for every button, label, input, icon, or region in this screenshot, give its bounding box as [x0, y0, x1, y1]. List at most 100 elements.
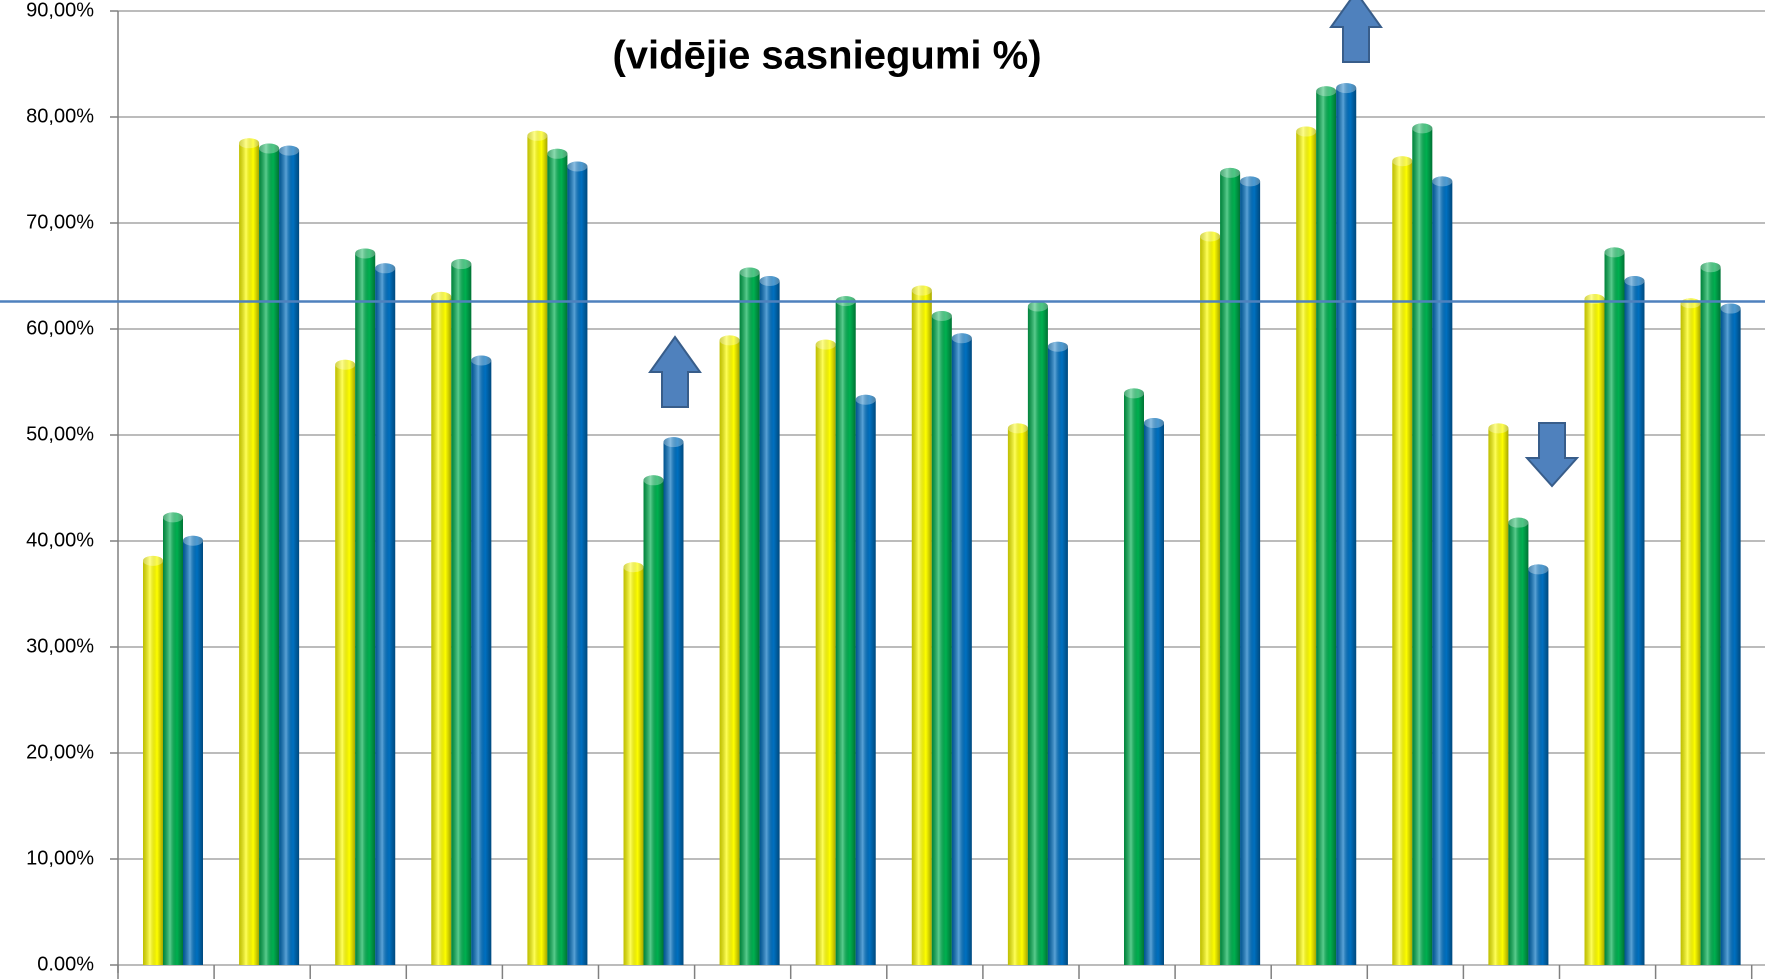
bar-cap — [1047, 341, 1068, 352]
bar-shade — [815, 339, 836, 965]
bar-shade — [643, 475, 664, 965]
bar-cap — [1336, 83, 1357, 94]
y-tick-label: 0.00% — [37, 953, 94, 975]
y-tick-label: 70,00% — [26, 211, 94, 233]
bar-shade — [1604, 247, 1625, 965]
up-arrow — [1329, 0, 1383, 63]
bar-shade — [1432, 176, 1453, 966]
bar-cap — [143, 555, 163, 566]
bar-cap — [355, 248, 376, 259]
bar-shade — [259, 143, 280, 965]
bar-cap — [1144, 418, 1164, 429]
bar-shade — [1027, 301, 1048, 965]
bar-shade — [355, 248, 376, 965]
bar-cap — [1700, 262, 1721, 273]
bar-cap — [911, 285, 932, 296]
bar-shade — [1624, 276, 1645, 965]
bar-cap — [547, 148, 568, 159]
bar-shade — [471, 355, 492, 965]
bar-cap — [451, 259, 472, 270]
bar-cap — [951, 333, 972, 344]
bar-cap — [623, 562, 644, 573]
bar-shade — [451, 259, 472, 965]
bar-cap — [279, 145, 300, 156]
bar-shade — [1047, 341, 1068, 966]
bar-cap — [1007, 423, 1028, 434]
bar-cap — [1027, 301, 1048, 312]
bar-shade — [931, 310, 952, 966]
bar-cap — [567, 161, 588, 172]
bar-cap — [1680, 298, 1701, 309]
bar-cap — [431, 291, 452, 302]
bar-shade — [835, 296, 856, 965]
bar-shade — [1392, 156, 1413, 966]
y-tick-label: 20,00% — [26, 741, 94, 763]
bar-shade — [1200, 231, 1221, 966]
bar-shade — [855, 394, 876, 966]
bar-cap — [1124, 388, 1144, 399]
bar-shade — [1680, 298, 1701, 965]
y-tick-label: 40,00% — [26, 529, 94, 551]
bar-cap — [239, 138, 260, 149]
bar-shade — [239, 138, 260, 965]
bar-shade — [1124, 388, 1144, 965]
bar-shade — [547, 148, 568, 966]
bar-shade — [759, 276, 780, 965]
bar-shade — [279, 145, 300, 965]
down-arrow — [1524, 422, 1580, 488]
bar-cap — [183, 535, 203, 546]
bar-shade — [1007, 423, 1028, 966]
bar-cap — [759, 276, 780, 286]
bar-shade — [163, 512, 183, 965]
up-arrow — [648, 335, 702, 408]
bar-shade — [1508, 517, 1529, 965]
bar-cap — [815, 339, 836, 350]
bar-shade — [1584, 294, 1605, 965]
bar-shade — [335, 359, 356, 965]
bar-shade — [431, 291, 452, 965]
bar-cap — [739, 267, 760, 278]
y-tick-label: 60,00% — [26, 317, 94, 339]
bar-shade — [1220, 167, 1241, 965]
bar-shade — [951, 333, 972, 966]
bar-cap — [1488, 423, 1509, 434]
bar-shade — [1528, 564, 1549, 965]
bar-cap — [855, 394, 876, 405]
bar-shade — [1240, 176, 1261, 966]
bar-cap — [1624, 276, 1645, 286]
bar-cap — [663, 437, 684, 448]
bar-shade — [1720, 303, 1741, 965]
y-tick-label: 10,00% — [26, 847, 94, 869]
bar-cap — [1604, 247, 1625, 258]
bar-shade — [623, 562, 644, 965]
bar-shade — [1316, 86, 1337, 965]
bar-cap — [1412, 123, 1433, 134]
bar-cap — [471, 355, 492, 366]
chart-title: (vidējie sasniegumi %) — [612, 34, 1041, 78]
bar-shade — [1336, 83, 1357, 965]
bar-cap — [931, 310, 952, 321]
bar-cap — [1316, 86, 1337, 97]
y-tick-label: 80,00% — [26, 105, 94, 127]
bar-shade — [1488, 423, 1509, 966]
bar-cap — [527, 130, 548, 141]
bar-shade — [663, 437, 684, 966]
bar-shade — [911, 285, 932, 965]
bar-shade — [143, 555, 163, 965]
bar-cap — [1296, 126, 1317, 137]
bar-cap — [1432, 176, 1453, 187]
bar-cap — [1200, 231, 1221, 242]
bar-cap — [1508, 517, 1529, 528]
bar-shade — [739, 267, 760, 965]
bar-shade — [1700, 262, 1721, 966]
bar-shade — [183, 535, 204, 965]
bar-shade — [527, 130, 548, 965]
bar-cap — [719, 335, 740, 346]
bar-cap — [1392, 156, 1413, 167]
bar-shade — [1144, 418, 1164, 965]
bar-shade — [567, 161, 588, 965]
bar-cap — [1528, 564, 1549, 575]
bar-cap — [1720, 303, 1741, 314]
